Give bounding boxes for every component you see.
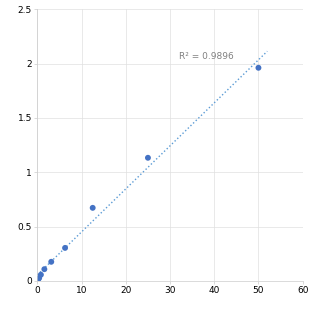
Point [36,277,41,282]
Point [38,272,43,277]
Point [49,259,54,264]
Point [63,246,68,251]
Point [42,267,47,272]
Point [145,155,150,160]
Point [90,205,95,210]
Point [37,275,42,280]
Point [256,65,261,70]
Text: R² = 0.9896: R² = 0.9896 [179,52,234,61]
